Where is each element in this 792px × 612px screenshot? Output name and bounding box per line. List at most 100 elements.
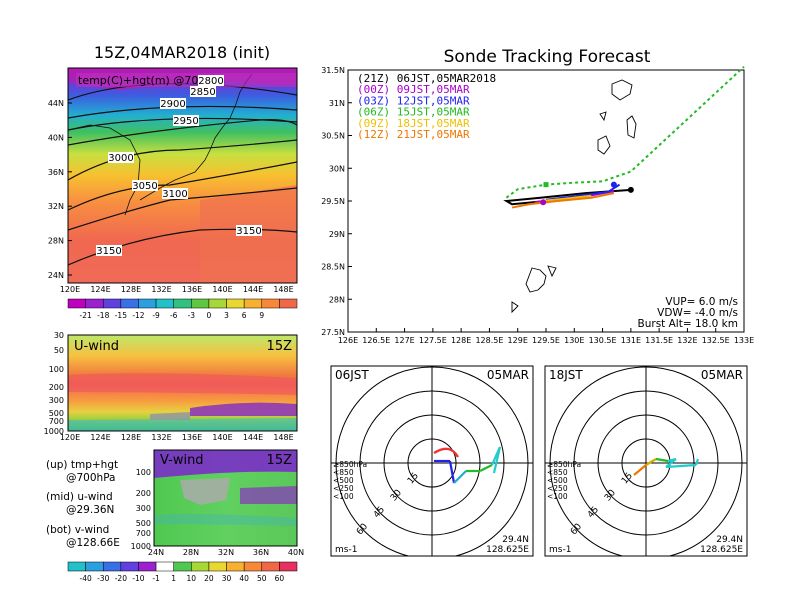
note-mid-2: @29.36N — [66, 504, 114, 516]
annotation: Burst Alt= 18.0 km — [638, 318, 738, 330]
side-notes: (up) tmp+hgt @700hPa (mid) u-wind @29.36… — [46, 459, 120, 549]
wind-trace — [645, 458, 657, 466]
colorbar-label: 9 — [259, 311, 264, 320]
y-tick-label: 100 — [136, 468, 151, 477]
temp-map-title: 15Z,04MAR2018 (init) — [94, 43, 270, 62]
y-tick-label: 31.5N — [321, 66, 345, 75]
x-tick-label: 126E — [338, 336, 358, 345]
hodo-unit: ms-1 — [335, 545, 357, 555]
y-tick-label: 27.5N — [321, 328, 345, 337]
hodograph-rings — [331, 366, 533, 556]
colorbar-label: 20 — [204, 574, 214, 583]
colorbar-swatch — [102, 298, 122, 309]
colorbar-label: 6 — [242, 311, 247, 320]
hodo-left-label: 06JST — [335, 368, 369, 382]
y-tick-label: 300 — [136, 504, 151, 513]
colorbar-label: -6 — [170, 311, 178, 320]
colorbar-swatch — [226, 298, 245, 309]
u-wind-field — [68, 335, 297, 431]
tracking-series — [503, 65, 745, 209]
pressure-level: <250 — [333, 484, 354, 493]
x-tick-label: 127E — [394, 336, 414, 345]
note-mid-1: (mid) u-wind — [46, 491, 113, 503]
colorbar-label: -30 — [97, 574, 109, 583]
colorbar-label: -12 — [132, 311, 144, 320]
colorbar-swatch — [138, 298, 157, 309]
y-tick-label: 700 — [136, 529, 151, 538]
colorbar-swatch — [120, 561, 139, 572]
colorbar-swatch — [138, 561, 157, 572]
x-tick-label: 127.5E — [419, 336, 447, 345]
tracking-y-ticks: 27.5N 28N 28.5N 29N 29.5N 30N 30.5N 31N 31.5N — [321, 66, 352, 337]
y-tick-label: 30 — [54, 331, 64, 340]
colorbar-label: -3 — [188, 311, 196, 320]
x-tick-label: 128E — [121, 433, 141, 442]
y-tick-label: 700 — [49, 417, 64, 426]
contour-label: 3100 — [162, 189, 187, 200]
y-tick-label: 29N — [329, 230, 345, 239]
legend-entry: (09Z) 18JST,05MAR — [357, 117, 470, 130]
pressure-level: <250 — [547, 484, 568, 493]
colorbar-label: 30 — [222, 574, 232, 583]
track-point — [543, 182, 549, 188]
x-tick-label: 132E — [151, 285, 171, 294]
y-tick-label: 40N — [48, 133, 64, 142]
contour-label: 3050 — [132, 181, 157, 192]
colorbar-swatch — [208, 298, 227, 309]
v-wind-field — [154, 450, 297, 546]
wind-trace — [448, 460, 456, 484]
colorbar-label: 50 — [257, 574, 267, 583]
x-tick-label: 126.5E — [362, 336, 390, 345]
colorbar-swatch — [155, 561, 174, 572]
temp-map-frame — [67, 67, 298, 284]
x-tick-label: 120E — [60, 285, 80, 294]
temp-map-y-ticks: 24N 28N 32N 36N 40N 44N — [48, 99, 72, 280]
colorbar-label: 3 — [224, 311, 229, 320]
x-tick-label: 132E — [151, 433, 171, 442]
colorbar-label: -21 — [79, 311, 91, 320]
colorbar-swatch — [102, 561, 122, 572]
x-tick-label: 128E — [121, 285, 141, 294]
tracking-title: Sonde Tracking Forecast — [444, 47, 651, 67]
colorbar-label: -18 — [97, 311, 109, 320]
contour-label: 2850 — [190, 87, 215, 98]
colorbar-label: -10 — [132, 574, 144, 583]
x-tick-label: 24N — [148, 548, 164, 557]
x-tick-label: 133E — [734, 336, 754, 345]
colorbar-swatch — [173, 298, 192, 309]
y-tick-label: 200 — [136, 489, 151, 498]
u-wind-x-ticks: 120E 124E 128E 132E 136E 140E 144E 148E — [60, 433, 294, 442]
colorbar-swatch — [67, 298, 86, 309]
colorbar-swatch — [67, 561, 86, 572]
note-bot-2: @128.66E — [66, 537, 120, 549]
wind-trace — [633, 464, 647, 476]
colorbar-swatch — [243, 298, 263, 309]
hodo-right-label: 05MAR — [701, 368, 743, 382]
contour-label: 3150 — [236, 226, 261, 237]
y-tick-label: 1000 — [44, 427, 64, 436]
legend-entry: (21Z) 06JST,05MAR2018 — [357, 72, 496, 85]
pressure-level: <500 — [547, 476, 568, 485]
wind-trace — [479, 464, 493, 472]
track-line — [505, 65, 745, 199]
x-tick-label: 28N — [183, 548, 199, 557]
tracking-x-ticks: 126E 126.5E 127E 127.5E 128E 128.5E 129E 129.5E… — [338, 328, 754, 345]
x-tick-label: 144E — [243, 285, 263, 294]
x-tick-label: 148E — [273, 285, 293, 294]
pressure-level: <100 — [547, 492, 568, 501]
v-wind-time: 15Z — [267, 453, 293, 468]
u-wind-time: 15Z — [267, 339, 293, 354]
colorbar-label: 0 — [207, 311, 212, 320]
colorbar-label: 10 — [187, 574, 197, 583]
y-tick-label: 300 — [49, 396, 64, 405]
y-tick-label: 500 — [136, 519, 151, 528]
colorbar-label: 60 — [275, 574, 285, 583]
colorbar-swatch — [120, 298, 139, 309]
hodo-left-label: 18JST — [549, 368, 583, 382]
tracking-islands — [511, 79, 637, 314]
x-tick-label: 130.5E — [589, 336, 617, 345]
